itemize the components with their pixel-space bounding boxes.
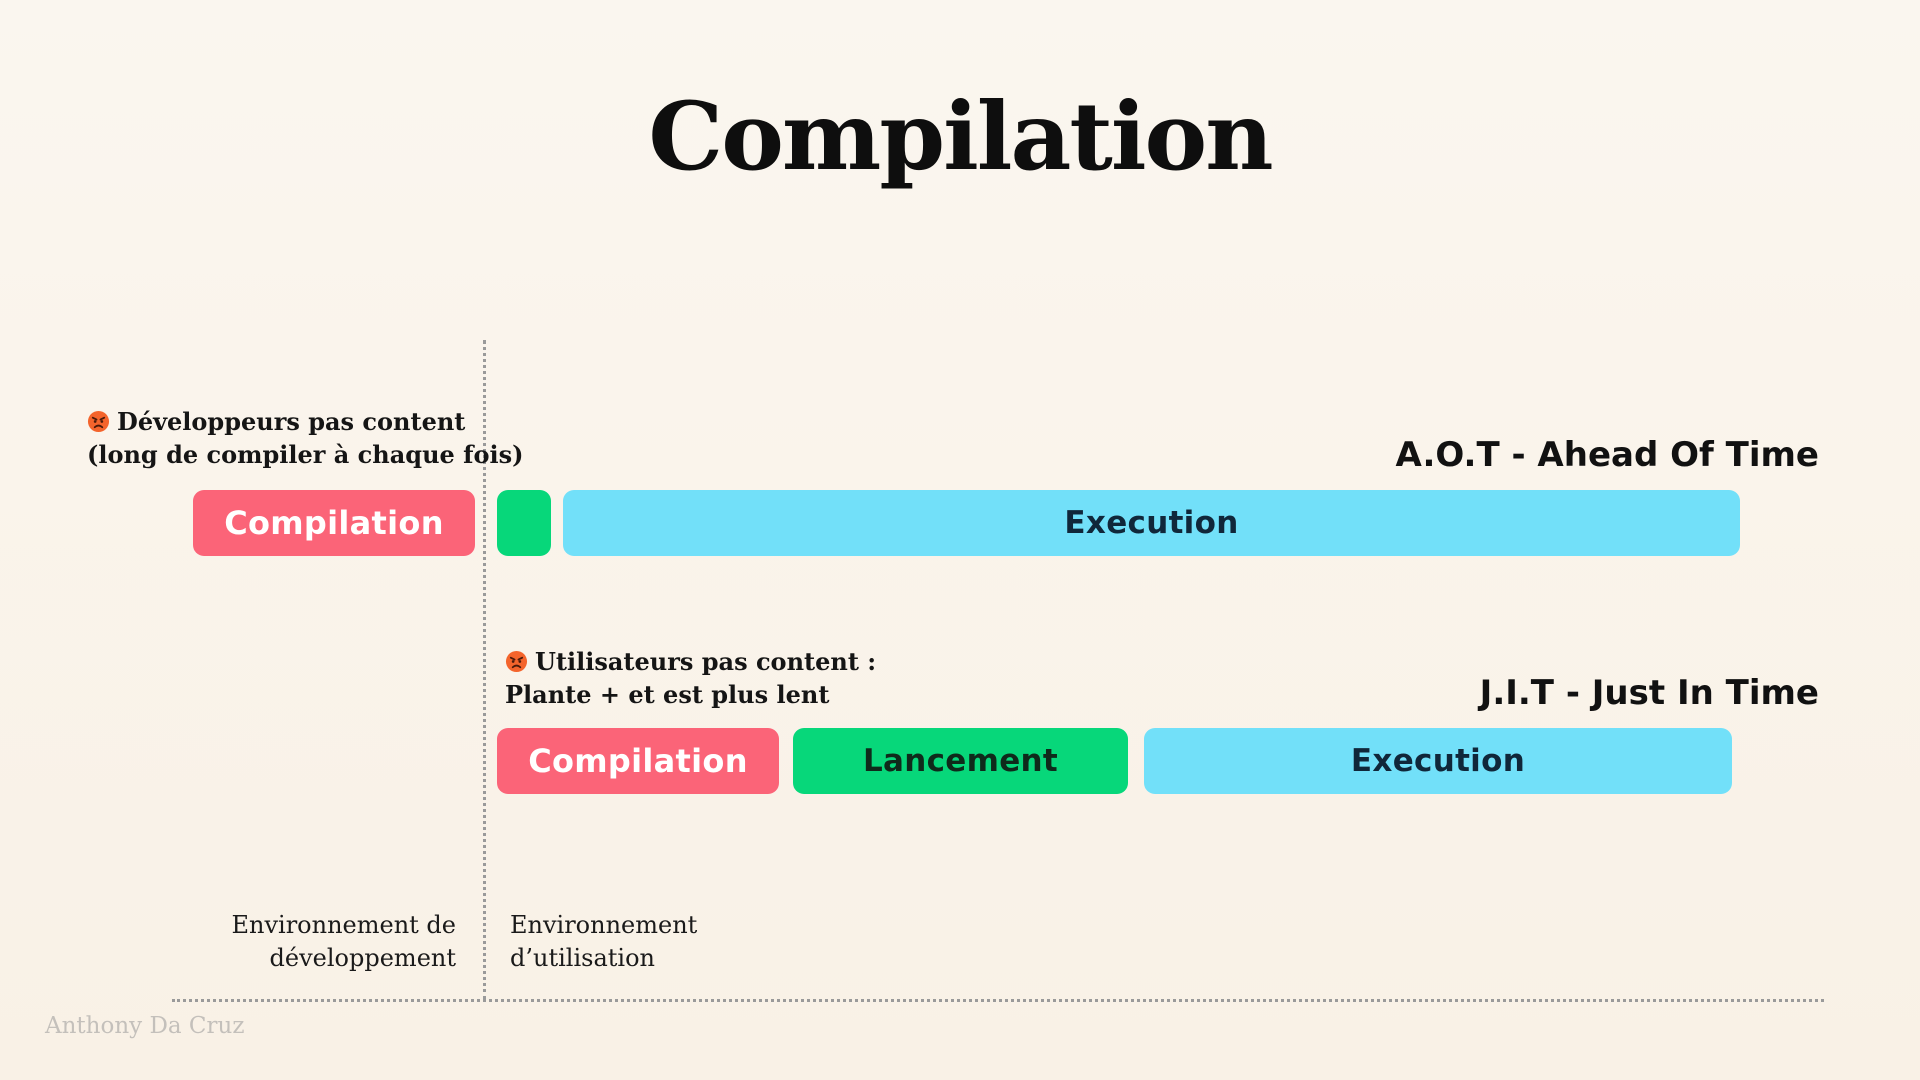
slide-title: Compilation (648, 82, 1273, 192)
jit-compilation-bar: Compilation (497, 728, 779, 794)
use-environment-line1: Environnement (510, 911, 698, 939)
dev-environment-label: Environnement de développement (231, 909, 456, 975)
aot-heading: A.O.T - Ahead Of Time (1395, 435, 1819, 475)
timeline-baseline (172, 999, 1824, 1002)
angry-face-icon (87, 410, 110, 433)
use-environment-line2: d’utilisation (510, 944, 655, 972)
aot-execution-bar: Execution (563, 490, 1740, 556)
angry-face-icon (505, 650, 528, 673)
jit-execution-bar: Execution (1144, 728, 1732, 794)
dev-environment-line2: développement (269, 944, 456, 972)
aot-launch-bar (497, 490, 551, 556)
author-credit: Anthony Da Cruz (45, 1013, 245, 1039)
jit-note-line2: Plante + et est plus lent (505, 680, 830, 709)
environment-divider-vertical (483, 340, 486, 1000)
jit-launch-bar: Lancement (793, 728, 1128, 794)
aot-compilation-bar: Compilation (193, 490, 475, 556)
jit-note: Utilisateurs pas content : Plante + et e… (505, 645, 876, 711)
dev-environment-line1: Environnement de (231, 911, 456, 939)
use-environment-label: Environnement d’utilisation (510, 909, 697, 975)
aot-note: Développeurs pas content (long de compil… (87, 405, 523, 471)
aot-note-line2: (long de compiler à chaque fois) (87, 440, 524, 469)
aot-note-line1: Développeurs pas content (117, 407, 466, 436)
jit-heading: J.I.T - Just In Time (1479, 673, 1819, 713)
jit-note-line1: Utilisateurs pas content : (535, 647, 877, 676)
